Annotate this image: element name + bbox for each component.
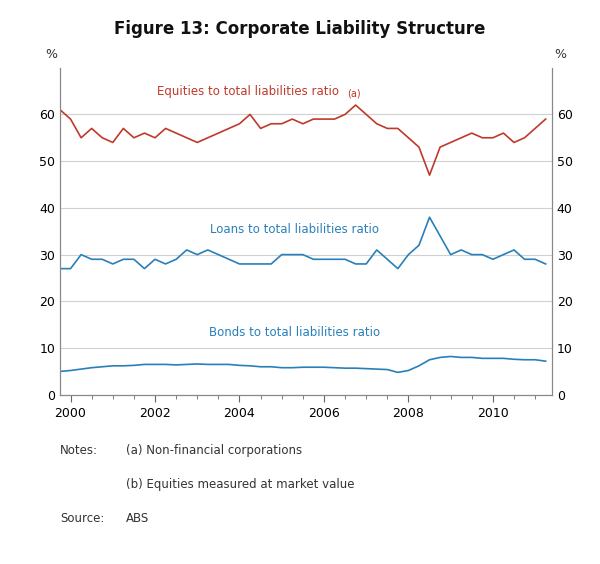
- Text: Loans to total liabilities ratio: Loans to total liabilities ratio: [210, 223, 379, 236]
- Text: (a) Non-financial corporations: (a) Non-financial corporations: [126, 444, 302, 457]
- Text: (b) Equities measured at market value: (b) Equities measured at market value: [126, 478, 355, 491]
- Text: %: %: [554, 48, 566, 61]
- Text: (a): (a): [347, 88, 361, 98]
- Text: %: %: [46, 48, 58, 61]
- Text: Notes:: Notes:: [60, 444, 98, 457]
- Text: Equities to total liabilities ratio: Equities to total liabilities ratio: [157, 85, 339, 98]
- Text: ABS: ABS: [126, 512, 149, 525]
- Text: Figure 13: Corporate Liability Structure: Figure 13: Corporate Liability Structure: [115, 20, 485, 38]
- Text: Bonds to total liabilities ratio: Bonds to total liabilities ratio: [209, 326, 380, 339]
- Text: Source:: Source:: [60, 512, 104, 525]
